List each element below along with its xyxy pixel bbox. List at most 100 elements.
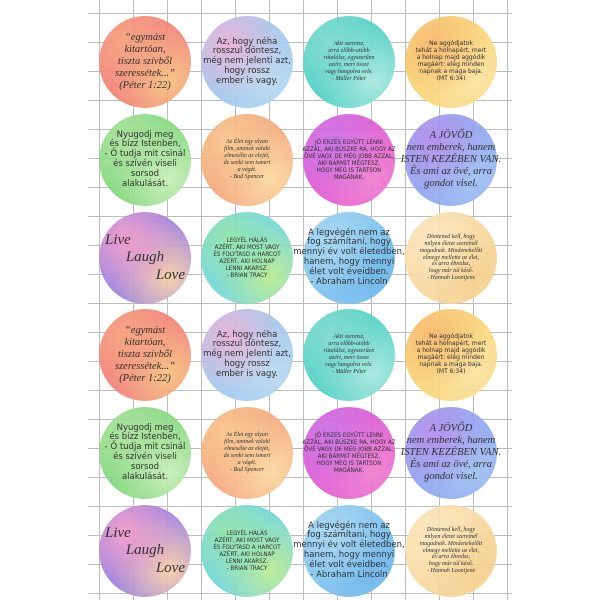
sticker-text-line: alakulását. [121, 471, 169, 482]
sticker-text-line: még nem jelenti azt, [203, 349, 291, 360]
sticker-text-line: tehát a holnapért, mert [415, 340, 487, 348]
sticker-text-line: még nem jelenti azt, [203, 56, 291, 67]
sticker-text-line: ISTEN KEZÉBEN VAN. [400, 446, 502, 458]
sticker-text-line: “egymást [124, 324, 166, 336]
sticker-text-line: nem emberek, hanem [406, 141, 496, 153]
quote-sticker: A JÖVŐD nem emberek, hanem ISTEN KEZÉBEN V… [401, 407, 501, 499]
sticker-text-line: - Müller Péter [331, 368, 367, 375]
sticker-text-line: Ne aggódjatok [429, 40, 473, 48]
sticker-text-line: gondot visel. [424, 178, 478, 190]
sticker-text-line: - Hannah Loonijens [427, 568, 475, 575]
sticker-text-line: Legyél hálás [226, 529, 268, 537]
sticker-text-line: és folytasd a harcot [213, 250, 281, 258]
quote-sticker: “egymást kitartóan, tiszta szívből szeressé… [99, 309, 191, 401]
sticker-text-line: “egymást [124, 31, 166, 43]
sticker-text-line: magadnak. Mindenekelőtt [419, 540, 483, 547]
sticker-text-line: övé vagy. De még jobb azzal, [304, 445, 394, 453]
sticker-text-line: magáért: elég minden [417, 354, 485, 361]
quote-sticker: A legvégén nem az fog számítani, hogy menn… [293, 212, 405, 304]
sticker-text-line: tiszta szívből [118, 348, 172, 360]
sticker-text-line: rátalálsz, egyszerűen [323, 55, 375, 62]
sticker-text-line: hogy már túl késő. [428, 268, 474, 275]
sticker-text-line: A JÖVŐD [429, 129, 473, 141]
sticker-text-line: és arra ébredsz, [431, 554, 471, 561]
sticker-text-line: Live [105, 525, 131, 542]
sticker-text-line: és arra ébredsz, [431, 261, 471, 268]
sticker-text-line: lenni akarsz. [225, 558, 269, 566]
sticker-text-line: azzal, aki büszke rá, hogy az [302, 145, 396, 153]
quote-sticker: Nyugodj meg és bízz Istenben, - Ő tudja mi… [99, 114, 191, 206]
sticker-text-line: szeressétek...” [115, 68, 175, 80]
sticker-text-line: A legvégén nem az [308, 520, 390, 531]
sticker-text-line: magáért: elég minden [417, 61, 485, 68]
sticker-text-line: - Abraham Lincoln [310, 276, 388, 287]
sticker-text-line: rosszul döntesz, [212, 339, 282, 350]
quote-sticker: Az, hogy néha rosszul döntesz, még nem jel… [201, 309, 293, 401]
quote-sticker: Jó érzés együtt lenni azzal, aki büszke r… [302, 114, 396, 206]
quote-sticker: Ne aggódjatok tehát a holnapért, mert a ho… [405, 309, 497, 401]
quote-sticker: Döntened kell, hogy milyen életet szeretn… [405, 505, 497, 597]
sticker-text-line: Ne aggódjatok [429, 333, 473, 341]
quote-sticker: A legvégén nem az fog számítani, hogy menn… [293, 505, 405, 597]
quote-sticker: Ne aggódjatok tehát a holnapért, mert a ho… [405, 16, 497, 108]
sticker-text-line: magadnak. Mindenekelőtt [419, 247, 483, 254]
sticker-text-line: gondot visel. [424, 471, 478, 483]
sticker-text-line: élet volt éveidben. [309, 559, 389, 570]
quote-sticker: Jó érzés együtt lenni azzal, aki büszke r… [302, 407, 396, 499]
sticker-text-line: azért, aki holnap [219, 258, 275, 265]
sticker-text-line: arra előbb-utóbb [328, 341, 370, 348]
sticker-text-line: Döntened kell, hogy [426, 233, 476, 240]
sticker-text-line: kitartóan, [124, 43, 166, 55]
sticker-text-line: élet volt éveidben. [309, 266, 389, 277]
sticker-text-line: milyen életet szeretnél [424, 533, 478, 540]
quote-sticker: Live Laugh Love [99, 212, 191, 304]
sticker-text-line: Jó érzés együtt lenni [315, 431, 383, 439]
sticker-text-line: fog számítani, hogy [307, 530, 391, 541]
sticker-text-line: Laugh [125, 249, 165, 266]
sticker-text-line: és bízz Istenben, [109, 432, 181, 443]
sticker-text-line: És ami az övé, arra [410, 459, 492, 471]
sticker-text-line: Az Élet egy olyan [226, 139, 268, 146]
sticker-text-line: aki bármit megtesz, [317, 453, 381, 460]
sticker-text-line: - Ő tudja mit csinál [104, 149, 186, 160]
sticker-text-line: azzal, aki büszke rá, hogy az [302, 438, 396, 446]
quote-sticker: Legyél hálás azért, aki most vagy és folyt… [201, 212, 293, 304]
sticker-text-line: övé vagy. De még jobb azzal, [304, 152, 394, 160]
sticker-text-line: a holnap majd aggódik [416, 54, 486, 62]
sticker-text-line: film, aminek valaki [224, 439, 270, 446]
sticker-text-line: kitartóan, [124, 336, 166, 348]
sticker-text-line: És ami az övé, arra [410, 166, 492, 178]
quote-sticker: Live Laugh Love [99, 505, 191, 597]
sticker-text-line: film, aminek valaki [224, 146, 270, 153]
sticker-text-line: hanem, hogy mennyi [303, 257, 395, 267]
quote-sticker: Legyél hálás azért, aki most vagy és folyt… [201, 505, 293, 597]
sticker-text-line: arra előbb-utóbb [328, 48, 370, 55]
sticker-text-line: - Brian Tracy [226, 565, 268, 573]
sticker-text-line: vagy hangolva vele. [325, 68, 373, 75]
sticker-text-line: hogy már túl késő. [428, 561, 474, 568]
sticker-text-line: hanem, hogy mennyi [303, 550, 395, 560]
quote-sticker: Akit szeretsz, arra előbb-utóbb rátalálsz,… [303, 16, 395, 108]
sticker-text-line: Akit szeretsz, [333, 41, 365, 48]
sticker-text-line: és bízz Istenben, [109, 139, 181, 150]
sticker-text-line: rosszul döntesz, [212, 46, 282, 57]
sticker-text-line: Az, hogy néha [216, 36, 278, 47]
sticker-text-line: mennyi év volt életedben, [293, 540, 405, 551]
sticker-text-line: de senki sem ismeri [223, 453, 271, 459]
sticker-text-line: azért, mert össze [328, 355, 370, 361]
sticker-text-line: elmesélte az elejét, [224, 446, 270, 453]
sticker-text-line: - Hannah Loonijens [427, 275, 475, 282]
quote-sticker: Nyugodj meg és bízz Istenben, - Ő tudja mi… [99, 407, 191, 499]
sticker-text-line: A JÖVŐD [429, 422, 473, 434]
quote-sticker: Az Élet egy olyan film, aminek valaki elme… [201, 407, 293, 499]
sticker-text-line: és szívén viseli [113, 159, 177, 169]
sticker-text-line: (MT 6:34) [436, 74, 466, 82]
sticker-text-line: elmegy mellette az élet, [423, 547, 479, 554]
quote-sticker: Döntened kell, hogy milyen életet szeretn… [405, 212, 497, 304]
quote-sticker: “egymást kitartóan, tiszta szívből szeressé… [99, 16, 191, 108]
sticker-text-line: lenni akarsz. [225, 265, 269, 273]
sticker-text-line: magának. [333, 467, 364, 475]
sticker-text-line: ISTEN KEZÉBEN VAN. [400, 153, 502, 165]
sticker-text-line: (Péter 1:22) [119, 373, 171, 385]
sticker-text-line: Jó érzés együtt lenni [315, 138, 383, 146]
